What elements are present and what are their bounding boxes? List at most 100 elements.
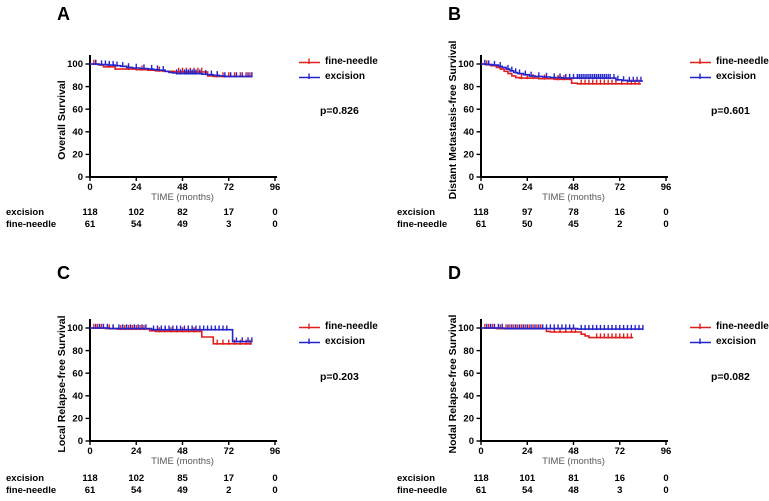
legend-label: fine-needle <box>716 320 769 332</box>
at-risk-count: 0 <box>272 485 278 496</box>
y-tick-label: 20 <box>463 414 474 425</box>
at-risk-count: 3 <box>226 219 232 230</box>
x-tick-label: 48 <box>177 182 188 193</box>
excision-curve-icon <box>299 73 320 79</box>
p-value: p=0.203 <box>320 371 359 383</box>
legend-label: fine-needle <box>716 55 769 67</box>
legend-label: fine-needle <box>325 55 378 67</box>
at-risk-count: 16 <box>614 473 626 484</box>
at-risk-count: 118 <box>82 473 98 484</box>
at-risk-count: 17 <box>223 473 235 484</box>
at-risk-row-label: excision <box>6 473 45 484</box>
y-axis-title: Local Relapse-free Survival <box>56 315 68 453</box>
y-tick-label: 0 <box>469 436 474 447</box>
at-risk-count: 0 <box>272 219 278 230</box>
panel-letter: A <box>57 4 70 24</box>
x-tick-label: 96 <box>270 182 281 193</box>
km-curve-excision <box>481 327 643 330</box>
at-risk-count: 118 <box>473 473 489 484</box>
at-risk-count: 17 <box>223 207 235 218</box>
x-tick-label: 96 <box>270 446 281 457</box>
legend: fine-needle excision <box>690 55 769 82</box>
at-risk-count: 2 <box>617 219 623 230</box>
panel-overall-survival: 0 20 40 60 80 100 0 24 48 72 96 A Overall Survival… <box>0 0 384 250</box>
x-tick-label: 48 <box>568 446 579 457</box>
panel-letter: D <box>448 263 461 283</box>
y-axis-title: Nodal Relapse-free Survival <box>447 314 459 454</box>
legend-item-excision: excision <box>299 70 378 82</box>
legend-item-excision: excision <box>299 335 378 347</box>
y-tick-label: 40 <box>72 127 83 138</box>
km-plot-nodal-relapse: 0 20 40 60 80 100 0 24 48 72 96 <box>458 319 672 457</box>
x-axis-title: TIME (months) <box>151 192 214 203</box>
at-risk-count: 0 <box>663 219 669 230</box>
y-tick-label: 40 <box>463 127 474 138</box>
at-risk-row-label: excision <box>397 473 436 484</box>
x-tick-label: 96 <box>661 182 672 193</box>
x-tick-label: 24 <box>522 446 533 457</box>
y-axis-title: Distant Metastasis-free Survival <box>447 40 459 200</box>
y-tick-label: 40 <box>463 391 474 402</box>
legend-item-fine-needle: fine-needle <box>690 55 769 67</box>
x-tick-label: 72 <box>223 182 234 193</box>
at-risk-count: 3 <box>617 485 623 496</box>
at-risk-count: 97 <box>521 207 533 218</box>
at-risk-count: 82 <box>177 207 188 218</box>
y-tick-label: 60 <box>72 368 83 379</box>
y-tick-label: 0 <box>78 436 83 447</box>
at-risk-count: 54 <box>130 219 142 230</box>
y-tick-label: 60 <box>463 104 474 115</box>
y-tick-label: 0 <box>469 172 474 183</box>
at-risk-count: 101 <box>519 473 536 484</box>
panel-nodal-relapse-free-survival: 0 20 40 60 80 100 0 24 48 72 96 D Nodal Relapse-fr… <box>391 250 769 501</box>
p-value: p=0.601 <box>711 105 750 117</box>
at-risk-count: 85 <box>177 473 188 484</box>
y-tick-label: 100 <box>458 59 474 70</box>
legend-item-excision: excision <box>690 70 769 82</box>
x-tick-label: 0 <box>87 182 92 193</box>
at-risk-count: 50 <box>521 219 533 230</box>
x-tick-label: 0 <box>478 182 483 193</box>
km-curve-excision <box>90 63 252 78</box>
legend-item-excision: excision <box>690 335 769 347</box>
at-risk-count: 0 <box>663 473 669 484</box>
at-risk-count: 2 <box>226 485 232 496</box>
km-plot-overall-survival: 0 20 40 60 80 100 0 24 48 72 96 <box>67 55 281 193</box>
fine-needle-curve-icon <box>299 58 320 64</box>
x-tick-label: 0 <box>478 446 483 457</box>
at-risk-count: 81 <box>568 473 579 484</box>
at-risk-count: 54 <box>521 485 533 496</box>
y-tick-label: 20 <box>72 414 83 425</box>
y-tick-label: 100 <box>458 323 474 334</box>
at-risk-count: 0 <box>272 207 278 218</box>
x-axis-title: TIME (months) <box>542 192 605 203</box>
p-value: p=0.826 <box>320 105 359 117</box>
at-risk-count: 61 <box>84 219 96 230</box>
at-risk-count: 54 <box>130 485 142 496</box>
at-risk-count: 118 <box>473 207 489 218</box>
x-tick-label: 96 <box>661 446 672 457</box>
x-tick-label: 0 <box>87 446 92 457</box>
at-risk-count: 45 <box>568 219 579 230</box>
at-risk-count: 16 <box>614 207 626 218</box>
at-risk-count: 118 <box>82 207 98 218</box>
y-tick-label: 20 <box>72 150 83 161</box>
x-axis-title: TIME (months) <box>542 456 605 467</box>
km-curve-excision <box>90 327 252 343</box>
km-plot-distant-metastasis: 0 20 40 60 80 100 0 24 48 72 96 <box>458 55 672 193</box>
at-risk-count: 61 <box>84 485 96 496</box>
x-tick-label: 24 <box>131 446 142 457</box>
excision-curve-icon <box>299 338 320 344</box>
legend: fine-needle excision <box>299 55 378 82</box>
legend-label: excision <box>325 70 366 82</box>
legend-label: excision <box>716 70 757 82</box>
legend-item-fine-needle: fine-needle <box>299 55 378 67</box>
x-tick-label: 72 <box>223 446 234 457</box>
panel-letter: B <box>448 4 461 24</box>
panel-distant-metastasis-free-survival: 0 20 40 60 80 100 0 24 48 72 96 B Distant Metastas… <box>391 0 769 250</box>
at-risk-count: 48 <box>568 485 579 496</box>
fine-needle-curve-icon <box>690 58 711 64</box>
at-risk-row-label: excision <box>397 207 436 218</box>
at-risk-count: 78 <box>568 207 579 218</box>
y-tick-label: 60 <box>72 104 83 115</box>
